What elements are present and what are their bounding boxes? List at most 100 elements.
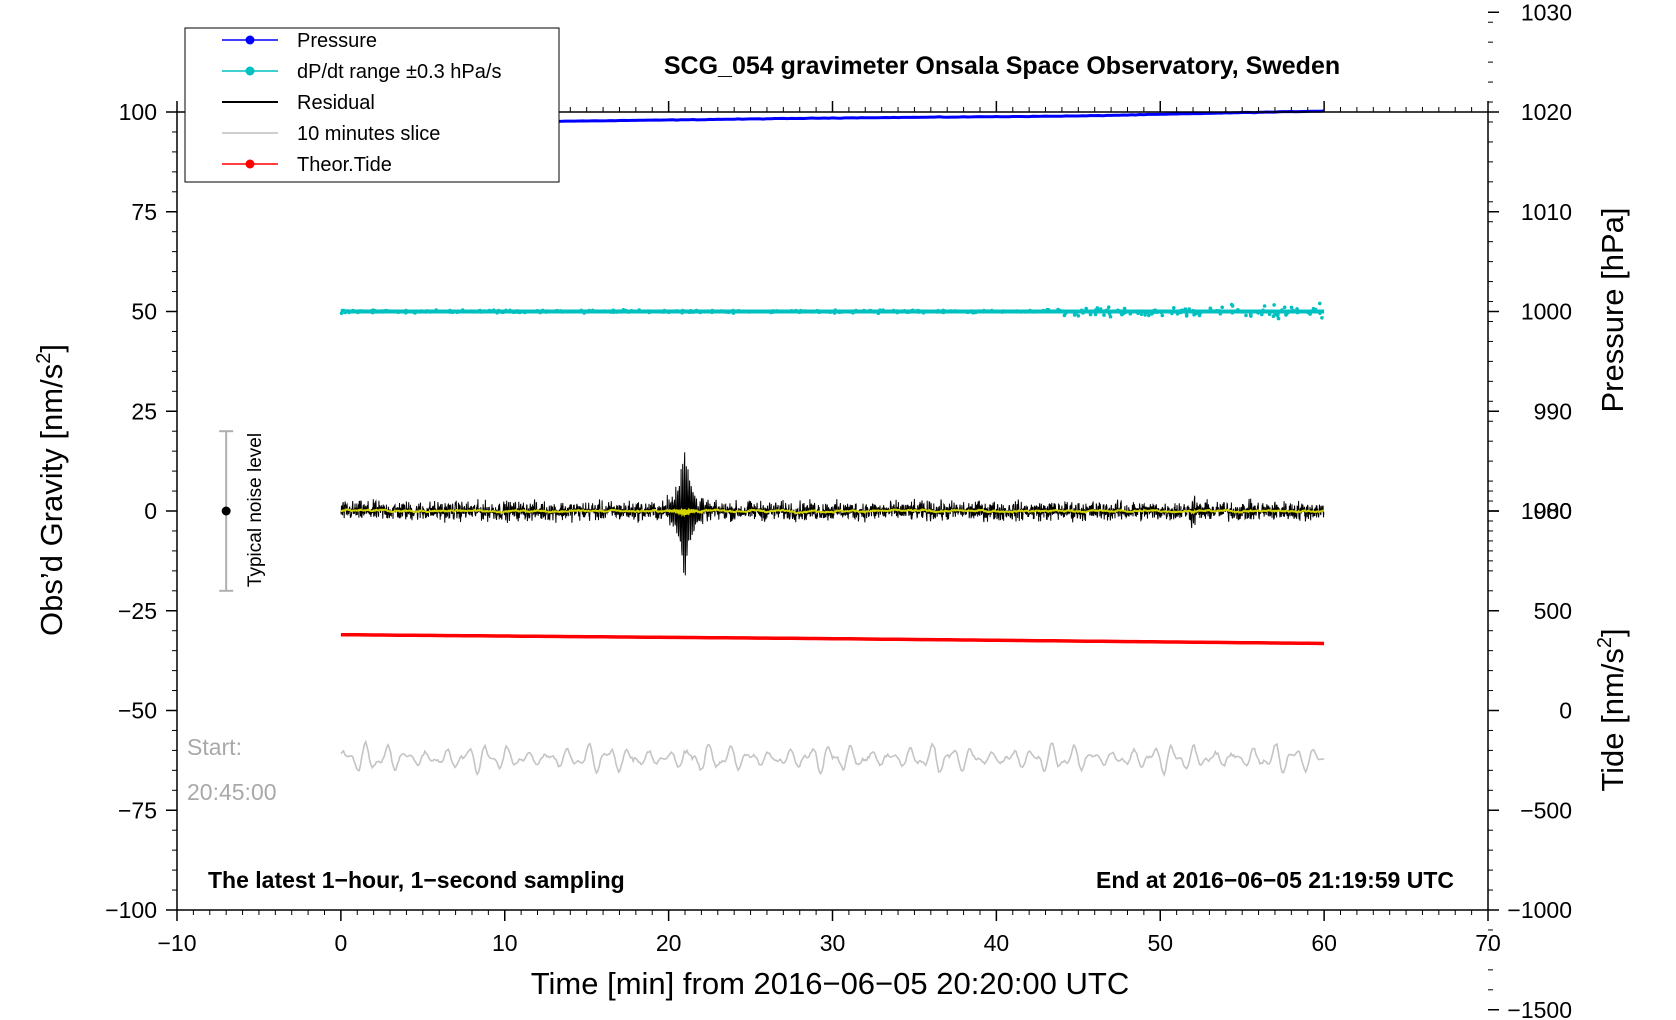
dpdt-point bbox=[1172, 306, 1176, 310]
legend-label: Theor.Tide bbox=[297, 154, 392, 176]
dpdt-point bbox=[396, 309, 400, 314]
y-axis-left-title-main: Obs’d Gravity [nm/s bbox=[34, 364, 69, 636]
dpdt-point bbox=[1139, 312, 1144, 317]
y-axis-tide-title-sup: 2 bbox=[1594, 637, 1616, 648]
axes-layer: −10 0 10 20 30 40 50 60 701007550250−25−50−75−10… bbox=[105, 0, 1572, 1020]
dpdt-point bbox=[554, 309, 558, 313]
dpdt-point bbox=[881, 308, 885, 313]
dpdt-point bbox=[1088, 312, 1093, 317]
dpdt-point bbox=[1282, 305, 1287, 310]
dpdt-point bbox=[1318, 301, 1322, 306]
dpdt-point bbox=[504, 308, 508, 313]
y-left-tick-label: 0 bbox=[144, 498, 157, 524]
dpdt-series-points bbox=[339, 301, 1324, 321]
dpdt-point bbox=[815, 308, 820, 313]
dpdt-point bbox=[1106, 305, 1111, 310]
dpdt-point bbox=[392, 309, 396, 314]
tide-tick-label: 1000 bbox=[1521, 498, 1572, 524]
dpdt-point bbox=[1187, 307, 1191, 311]
dpdt-point bbox=[1159, 309, 1164, 314]
dpdt-point bbox=[1289, 305, 1294, 310]
dpdt-point bbox=[1084, 306, 1088, 311]
tide-series-line bbox=[340, 632, 1325, 646]
x-tick-label: 60 bbox=[1311, 930, 1337, 956]
dpdt-point bbox=[369, 309, 373, 314]
dpdt-point bbox=[496, 308, 501, 313]
dpdt-point bbox=[1095, 306, 1100, 310]
dpdt-point bbox=[439, 309, 444, 314]
dpdt-point bbox=[971, 310, 975, 315]
dpdt-point bbox=[1197, 313, 1202, 318]
dpdt-point bbox=[615, 310, 619, 314]
dpdt-point bbox=[1230, 311, 1235, 315]
dpdt-point bbox=[1170, 311, 1174, 316]
dpdt-point bbox=[1261, 309, 1266, 313]
dpdt-point bbox=[434, 308, 439, 312]
dpdt-point bbox=[1155, 310, 1159, 315]
dpdt-point bbox=[1108, 314, 1113, 319]
dpdt-point bbox=[838, 309, 842, 314]
plot-layer bbox=[219, 109, 1325, 778]
dpdt-point bbox=[869, 308, 873, 313]
dpdt-point bbox=[905, 310, 910, 315]
dpdt-point bbox=[921, 311, 926, 315]
dpdt-point bbox=[1318, 311, 1322, 316]
dpdt-point bbox=[999, 309, 1003, 314]
dpdt-point bbox=[1143, 313, 1147, 317]
dpdt-point bbox=[809, 309, 813, 314]
dpdt-point bbox=[363, 309, 368, 314]
dpdt-point bbox=[501, 310, 506, 315]
dpdt-point bbox=[1064, 311, 1068, 315]
dpdt-point bbox=[737, 309, 741, 313]
dpdt-point bbox=[347, 310, 351, 315]
legend-marker bbox=[245, 66, 255, 76]
x-tick-label: 70 bbox=[1475, 930, 1501, 956]
start-time: 20:45:00 bbox=[187, 779, 277, 805]
dpdt-point bbox=[476, 309, 480, 314]
dpdt-point bbox=[1217, 309, 1221, 313]
ten-minute-slice-line bbox=[340, 739, 1325, 778]
start-label: Start: bbox=[187, 734, 242, 760]
dpdt-point bbox=[1275, 313, 1280, 318]
dpdt-point bbox=[1072, 313, 1077, 317]
x-tick-label: 0 bbox=[334, 930, 347, 956]
dpdt-point bbox=[1098, 307, 1103, 311]
dpdt-point bbox=[751, 309, 756, 314]
y-axis-left-title: Obs’d Gravity [nm/s2] bbox=[33, 344, 69, 636]
dpdt-point bbox=[706, 309, 710, 314]
residual-series-line bbox=[340, 452, 1325, 576]
legend-label: 10 minutes slice bbox=[297, 123, 440, 145]
noise-level-center-dot bbox=[221, 506, 231, 516]
dpdt-point bbox=[915, 308, 919, 313]
x-tick-label: 30 bbox=[820, 930, 846, 956]
dpdt-point bbox=[694, 308, 699, 313]
dpdt-point bbox=[854, 308, 858, 313]
chart-title: SCG_054 gravimeter Onsala Space Observat… bbox=[664, 52, 1340, 80]
dpdt-point bbox=[1312, 309, 1316, 313]
dpdt-point bbox=[404, 308, 408, 313]
dpdt-point bbox=[1031, 310, 1036, 314]
dpdt-point bbox=[662, 310, 667, 314]
pressure-tick-label: 990 bbox=[1534, 398, 1572, 424]
dpdt-point bbox=[618, 309, 622, 313]
dpdt-point bbox=[508, 308, 512, 313]
dpdt-point bbox=[630, 309, 635, 313]
dpdt-point bbox=[351, 308, 355, 313]
dpdt-point bbox=[1028, 308, 1032, 313]
dpdt-point bbox=[409, 309, 413, 314]
dpdt-point bbox=[428, 310, 433, 314]
dpdt-point bbox=[413, 311, 417, 315]
dpdt-point bbox=[833, 308, 838, 313]
dpdt-point bbox=[479, 310, 484, 314]
dpdt-point bbox=[1176, 311, 1180, 315]
dpdt-point bbox=[1295, 307, 1299, 311]
pressure-tick-label: 980 bbox=[1534, 498, 1572, 524]
dpdt-point bbox=[1079, 308, 1084, 313]
x-tick-label: 50 bbox=[1147, 930, 1173, 956]
dpdt-point bbox=[731, 308, 735, 313]
pressure-tick-label: 1020 bbox=[1521, 99, 1572, 125]
y-left-tick-label: −25 bbox=[118, 598, 157, 624]
dpdt-point bbox=[1136, 310, 1141, 315]
dpdt-point bbox=[1152, 308, 1156, 313]
